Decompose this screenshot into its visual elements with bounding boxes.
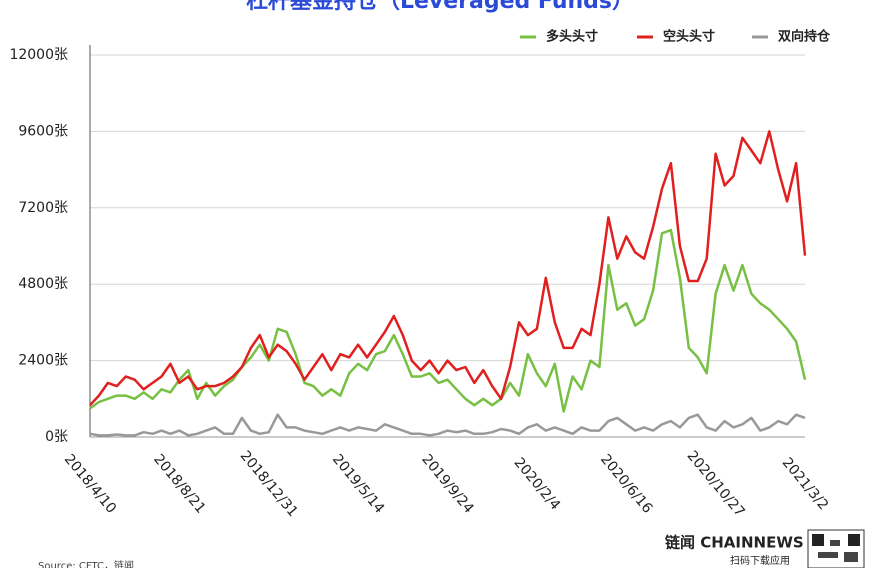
source: Source: CFTC，链闻 — [38, 559, 134, 568]
x-tick-label: 2020/6/16 — [597, 451, 655, 516]
logo: 链闻 CHAINNEWS — [665, 534, 804, 552]
y-tick-label: 7200张 — [18, 200, 68, 216]
legend-label: 空头头寸 — [663, 29, 715, 45]
chart-title: 杠杆基金持仓（Leveraged Funds） — [246, 0, 634, 14]
x-tick-label: 2018/4/10 — [61, 451, 119, 516]
qr-code — [807, 529, 865, 568]
x-tick-label: 2018/12/31 — [237, 448, 301, 520]
x-tick-label: 2020/2/4 — [511, 455, 564, 514]
x-tick-label: 2018/8/21 — [150, 451, 208, 516]
y-tick-label: 12000张 — [9, 47, 68, 63]
x-tick-label: 2019/5/14 — [329, 451, 387, 516]
x-tick-label: 2019/9/24 — [418, 451, 476, 516]
series-line — [89, 130, 807, 407]
legend-label: 双向持仓 — [778, 29, 831, 45]
series-line — [89, 413, 806, 437]
series-line — [89, 228, 807, 413]
y-tick-label: 4800张 — [18, 276, 68, 292]
x-tick-label: 2021/3/2 — [779, 455, 832, 513]
x-tick-label: 2020/10/27 — [684, 448, 748, 520]
y-tick-label: 0张 — [45, 429, 68, 445]
legend-label: 多头头寸 — [546, 29, 598, 45]
y-tick-label: 2400张 — [18, 353, 68, 369]
logo-sub: 扫码下载应用 — [730, 554, 790, 567]
y-tick-label: 9600张 — [18, 123, 68, 139]
